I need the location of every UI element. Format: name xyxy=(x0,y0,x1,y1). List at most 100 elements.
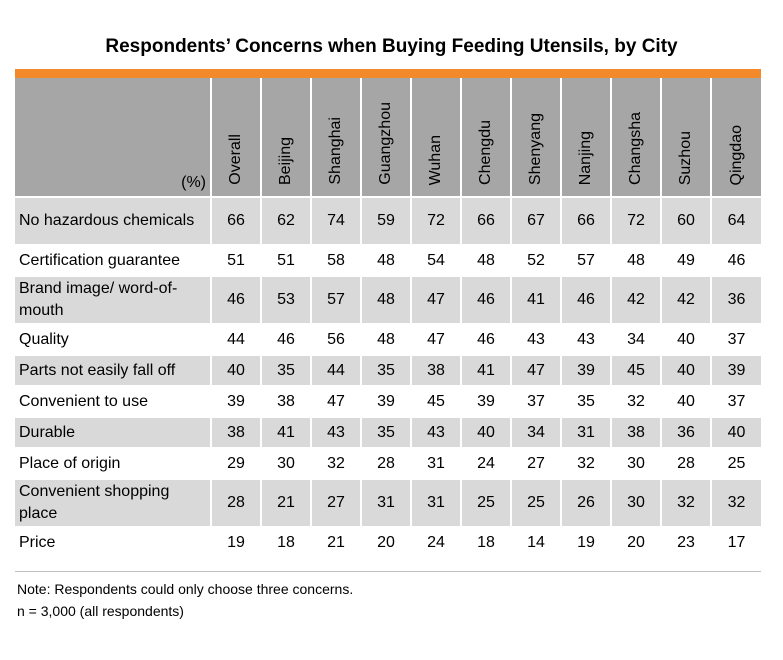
table-cell-value: 43 xyxy=(560,323,611,355)
note-line: Note: Respondents could only choose thre… xyxy=(17,581,354,597)
table-cell-value: 37 xyxy=(510,385,561,417)
table-cell-value: 25 xyxy=(710,447,761,479)
column-header: Wuhan xyxy=(410,78,461,197)
table-cell-value: 28 xyxy=(360,447,411,479)
table-cell-value: 42 xyxy=(610,275,661,324)
table-row: No hazardous chemicals 66 62 74 59 72 66 67 66 72… xyxy=(15,196,761,245)
column-header-label: Guangzhou xyxy=(377,102,394,185)
table-cell-value: 57 xyxy=(310,275,361,324)
table-cell-value: 49 xyxy=(660,244,711,276)
table-cell-value: 23 xyxy=(660,526,711,557)
table-bottom-line xyxy=(15,571,761,572)
table-cell-value: 30 xyxy=(610,478,661,527)
table-cell-value: 32 xyxy=(710,478,761,527)
table-row: Certification guarantee 51 51 58 48 54 48 52 57 4… xyxy=(15,244,761,276)
table-cell-value: 14 xyxy=(510,526,561,557)
column-header-label: Shenyang xyxy=(527,112,544,185)
column-header: Guangzhou xyxy=(360,78,411,197)
table-cell-value: 38 xyxy=(410,354,461,386)
row-label: Convenient to use xyxy=(15,385,211,417)
table-cell-value: 27 xyxy=(310,478,361,527)
table-row: Price 19 18 21 20 24 18 14 19 20 23 17 xyxy=(15,526,761,557)
table-cell-value: 20 xyxy=(610,526,661,557)
table-cell-value: 66 xyxy=(460,196,511,245)
table-cell-value: 48 xyxy=(360,275,411,324)
table-cell-value: 48 xyxy=(460,244,511,276)
table-row: Convenient shopping place 28 21 27 31 31 25 25 2… xyxy=(15,478,761,527)
table-cell-value: 67 xyxy=(510,196,561,245)
table-cell-value: 60 xyxy=(660,196,711,245)
table-cell-value: 51 xyxy=(260,244,311,276)
table-cell-value: 17 xyxy=(710,526,761,557)
table-cell-value: 40 xyxy=(210,354,261,386)
table-cell-value: 25 xyxy=(510,478,561,527)
table-cell-value: 32 xyxy=(610,385,661,417)
table-row: Convenient to use 39 38 47 39 45 39 37 35 32 40 37 xyxy=(15,385,761,417)
table-cell-value: 54 xyxy=(410,244,461,276)
table-cell-value: 36 xyxy=(660,416,711,448)
table-cell-value: 66 xyxy=(560,196,611,245)
table-cell-value: 35 xyxy=(560,385,611,417)
table-cell-value: 24 xyxy=(410,526,461,557)
table-cell-value: 47 xyxy=(310,385,361,417)
table-cell-value: 43 xyxy=(310,416,361,448)
column-header-label: Wuhan xyxy=(427,134,444,185)
table-cell-value: 41 xyxy=(260,416,311,448)
table-cell-value: 34 xyxy=(510,416,561,448)
table-cell-value: 45 xyxy=(410,385,461,417)
table-row: Durable 38 41 43 35 43 40 34 31 38 36 40 xyxy=(15,416,761,448)
table-cell-value: 37 xyxy=(710,385,761,417)
table-cell-value: 35 xyxy=(360,416,411,448)
row-label: Parts not easily fall off xyxy=(15,354,211,386)
table-cell-value: 39 xyxy=(560,354,611,386)
table-cell-value: 31 xyxy=(410,478,461,527)
table-cell-value: 39 xyxy=(710,354,761,386)
table-cell-value: 72 xyxy=(610,196,661,245)
column-header-label: Qingdao xyxy=(727,124,745,186)
table-row: Parts not easily fall off 40 35 44 35 38 41 47 3… xyxy=(15,354,761,386)
row-label: Price xyxy=(15,526,211,557)
row-label: Convenient shopping place xyxy=(15,478,211,527)
column-header-label: Beijing xyxy=(277,136,294,185)
column-header: Shenyang xyxy=(510,78,561,197)
column-header-label: Overall xyxy=(227,134,244,185)
table-cell-value: 39 xyxy=(460,385,511,417)
column-header-label: Chengdu xyxy=(477,120,494,185)
table-cell-value: 35 xyxy=(360,354,411,386)
row-label: No hazardous chemicals xyxy=(15,196,211,245)
table-cell-value: 37 xyxy=(710,323,761,355)
column-header: Qingdao xyxy=(710,78,761,197)
table-cell-value: 56 xyxy=(310,323,361,355)
table-cell-value: 20 xyxy=(360,526,411,557)
column-header: Suzhou xyxy=(660,78,711,197)
table-cell-value: 62 xyxy=(260,196,311,245)
table-cell-value: 44 xyxy=(210,323,261,355)
table-cell-value: 53 xyxy=(260,275,311,324)
column-header-label: Changsha xyxy=(627,112,644,185)
column-header: Chengdu xyxy=(460,78,511,197)
column-header: Overall xyxy=(210,78,261,197)
table-cell-value: 46 xyxy=(460,323,511,355)
table-cell-value: 32 xyxy=(560,447,611,479)
table-cell-value: 21 xyxy=(260,478,311,527)
table-cell-value: 30 xyxy=(610,447,661,479)
row-label: Brand image/ word-of-mouth xyxy=(15,275,211,324)
table-cell-value: 72 xyxy=(410,196,461,245)
row-label: Durable xyxy=(15,416,211,448)
table-cell-value: 59 xyxy=(360,196,411,245)
column-header: Beijing xyxy=(260,78,311,197)
row-label: Place of origin xyxy=(15,447,211,479)
table-cell-value: 43 xyxy=(410,416,461,448)
table-cell-value: 48 xyxy=(360,323,411,355)
table-cell-value: 39 xyxy=(360,385,411,417)
footnote: Note: Respondents could only choose thre… xyxy=(17,578,353,622)
table-cell-value: 46 xyxy=(260,323,311,355)
table-cell-value: 40 xyxy=(460,416,511,448)
row-label: Certification guarantee xyxy=(15,244,211,276)
row-label: Quality xyxy=(15,323,211,355)
table-cell-value: 31 xyxy=(360,478,411,527)
table-cell-value: 46 xyxy=(560,275,611,324)
accent-bar xyxy=(15,69,761,78)
table-cell-value: 26 xyxy=(560,478,611,527)
table-cell-value: 32 xyxy=(310,447,361,479)
